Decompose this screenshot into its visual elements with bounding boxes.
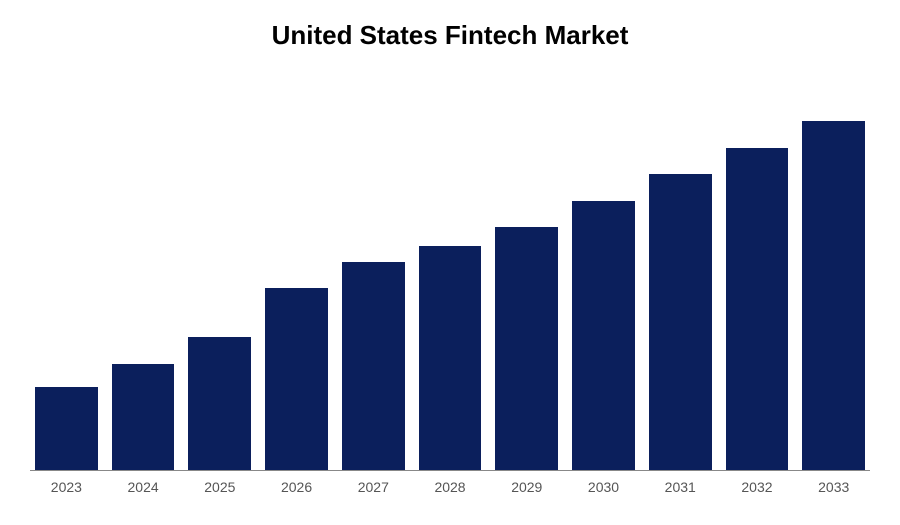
bar-wrapper (495, 91, 558, 470)
bar (802, 121, 865, 470)
bar-wrapper (649, 91, 712, 470)
bar (649, 174, 712, 470)
x-axis-label: 2032 (726, 479, 789, 495)
bar-wrapper (572, 91, 635, 470)
bar-wrapper (726, 91, 789, 470)
bar-wrapper (802, 91, 865, 470)
bar (265, 288, 328, 470)
chart-container: United States Fintech Market 20232024202… (0, 0, 900, 525)
bar-wrapper (265, 91, 328, 470)
bar (495, 227, 558, 470)
bar (188, 337, 251, 470)
bar-wrapper (35, 91, 98, 470)
x-axis-label: 2029 (495, 479, 558, 495)
x-axis-label: 2030 (572, 479, 635, 495)
x-axis: 2023 2024 2025 2026 2027 2028 2029 2030 2031 2032… (30, 471, 870, 495)
bar (342, 262, 405, 470)
bar (419, 246, 482, 470)
bar-wrapper (112, 91, 175, 470)
x-axis-label: 2027 (342, 479, 405, 495)
x-axis-label: 2026 (265, 479, 328, 495)
x-axis-label: 2023 (35, 479, 98, 495)
bar (35, 387, 98, 470)
bar-wrapper (419, 91, 482, 470)
bar-wrapper (188, 91, 251, 470)
x-axis-label: 2028 (419, 479, 482, 495)
bar (726, 148, 789, 470)
x-axis-label: 2025 (188, 479, 251, 495)
bar (572, 201, 635, 470)
x-axis-label: 2024 (112, 479, 175, 495)
bar (112, 364, 175, 470)
chart-title: United States Fintech Market (30, 20, 870, 51)
x-axis-label: 2033 (802, 479, 865, 495)
bar-wrapper (342, 91, 405, 470)
x-axis-label: 2031 (649, 479, 712, 495)
plot-area (30, 91, 870, 471)
